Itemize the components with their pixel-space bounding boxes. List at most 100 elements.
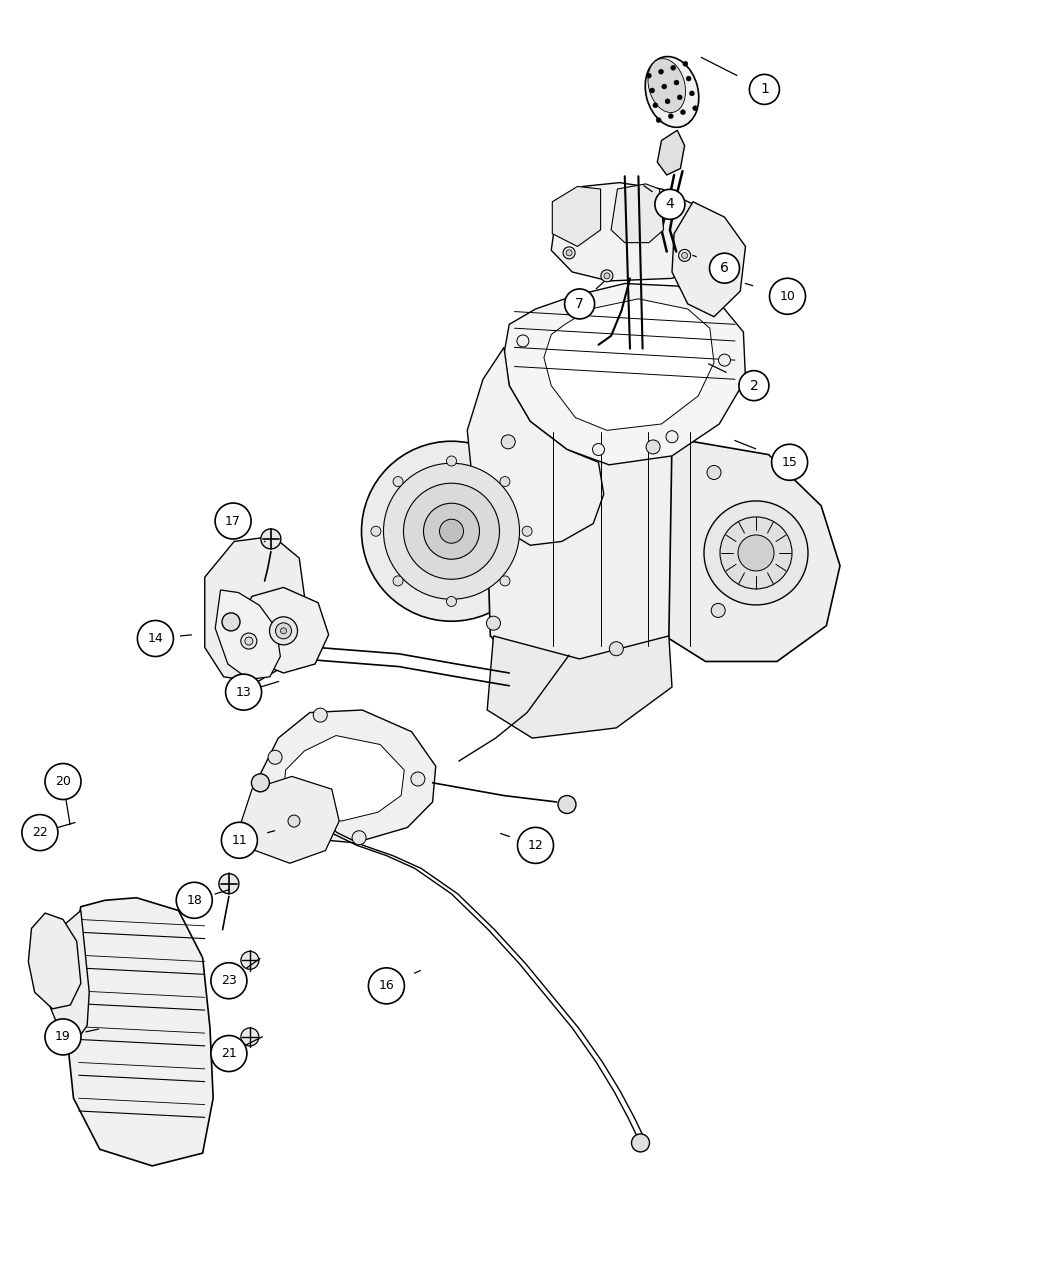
Circle shape [446, 456, 457, 466]
Text: 16: 16 [378, 979, 395, 992]
Circle shape [647, 73, 651, 78]
Circle shape [518, 827, 553, 863]
Text: 15: 15 [781, 456, 798, 469]
Polygon shape [672, 202, 746, 317]
Polygon shape [242, 776, 339, 863]
Circle shape [668, 114, 673, 119]
Circle shape [690, 91, 694, 96]
Text: 7: 7 [575, 298, 584, 310]
Text: 23: 23 [220, 974, 237, 987]
Circle shape [240, 951, 259, 969]
Circle shape [682, 61, 688, 66]
Text: 13: 13 [236, 686, 252, 699]
Circle shape [739, 370, 769, 401]
Circle shape [563, 246, 575, 259]
Polygon shape [238, 587, 329, 673]
Circle shape [440, 520, 463, 543]
Circle shape [662, 84, 667, 89]
Polygon shape [611, 184, 664, 243]
Circle shape [592, 443, 605, 456]
Ellipse shape [648, 59, 686, 112]
Polygon shape [66, 898, 213, 1166]
Text: 10: 10 [779, 290, 796, 303]
Polygon shape [47, 911, 89, 1041]
Circle shape [313, 709, 328, 722]
Text: 4: 4 [666, 198, 674, 211]
Circle shape [750, 74, 779, 105]
Text: 21: 21 [220, 1047, 237, 1060]
Polygon shape [544, 299, 714, 430]
Text: 14: 14 [147, 632, 164, 645]
Circle shape [631, 1134, 650, 1152]
Circle shape [211, 1036, 247, 1071]
Circle shape [446, 596, 457, 607]
Polygon shape [504, 283, 746, 465]
Circle shape [558, 796, 576, 813]
Circle shape [693, 106, 697, 111]
Polygon shape [260, 710, 436, 843]
Circle shape [270, 617, 297, 645]
Circle shape [704, 501, 808, 605]
Circle shape [371, 526, 381, 536]
Circle shape [653, 102, 658, 107]
Circle shape [486, 617, 501, 630]
Circle shape [674, 80, 679, 86]
Polygon shape [467, 347, 604, 545]
Circle shape [710, 253, 739, 283]
Polygon shape [205, 536, 304, 682]
Circle shape [423, 503, 480, 559]
Text: 19: 19 [55, 1031, 71, 1043]
Circle shape [403, 483, 500, 580]
Text: 11: 11 [231, 834, 248, 847]
Circle shape [393, 576, 403, 586]
Circle shape [268, 751, 282, 764]
Circle shape [738, 535, 774, 571]
Circle shape [501, 435, 516, 448]
Circle shape [45, 764, 81, 799]
Circle shape [686, 77, 691, 82]
Polygon shape [487, 421, 732, 661]
Circle shape [566, 250, 572, 255]
Circle shape [677, 94, 682, 100]
Circle shape [655, 189, 685, 220]
Circle shape [720, 517, 792, 589]
Text: 20: 20 [55, 775, 71, 788]
Text: 12: 12 [527, 839, 544, 852]
Circle shape [522, 526, 532, 536]
Circle shape [369, 968, 404, 1004]
Circle shape [671, 65, 676, 70]
Polygon shape [551, 183, 709, 281]
Circle shape [211, 963, 247, 999]
Circle shape [288, 815, 300, 827]
Text: 2: 2 [750, 379, 758, 392]
Polygon shape [284, 736, 404, 821]
Circle shape [45, 1019, 81, 1055]
Circle shape [222, 822, 257, 858]
Circle shape [718, 354, 731, 366]
Circle shape [222, 613, 240, 631]
Polygon shape [552, 186, 601, 246]
Circle shape [500, 576, 510, 586]
Circle shape [245, 637, 253, 645]
Circle shape [352, 831, 366, 844]
Circle shape [665, 98, 670, 103]
Circle shape [215, 503, 251, 539]
Circle shape [604, 273, 610, 278]
Circle shape [240, 633, 257, 649]
Circle shape [565, 289, 594, 319]
Circle shape [666, 430, 678, 443]
Circle shape [650, 88, 654, 93]
Circle shape [393, 476, 403, 487]
Circle shape [361, 442, 542, 621]
Polygon shape [669, 438, 840, 661]
Circle shape [711, 604, 726, 617]
Polygon shape [215, 590, 280, 679]
Circle shape [138, 621, 173, 656]
Text: 22: 22 [32, 826, 48, 839]
Circle shape [680, 110, 686, 115]
Ellipse shape [645, 56, 699, 128]
Circle shape [383, 464, 520, 599]
Circle shape [656, 117, 662, 123]
Circle shape [678, 249, 691, 262]
Circle shape [770, 278, 805, 314]
